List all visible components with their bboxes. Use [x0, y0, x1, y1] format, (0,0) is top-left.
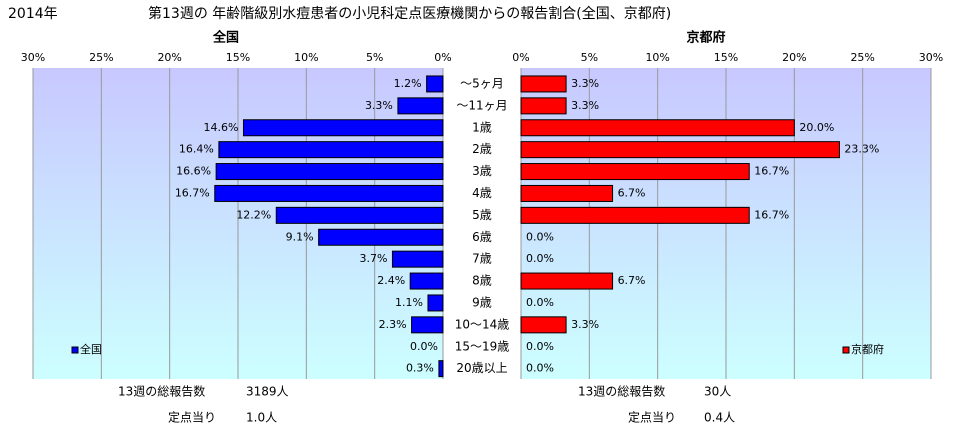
data-label: 16.7% — [754, 208, 789, 221]
category-label: 4歳 — [472, 186, 492, 200]
bar — [520, 272, 614, 290]
footer-label: 定点当り — [168, 410, 216, 425]
x-tick-label: 25% — [89, 51, 113, 64]
data-label: 3.3% — [365, 99, 393, 112]
bar — [397, 97, 444, 115]
category-label: 1歳 — [472, 120, 492, 134]
data-label: 12.2% — [236, 208, 271, 221]
x-tick-label: 15% — [714, 51, 738, 64]
year: 2014年 — [8, 6, 58, 22]
data-label: 3.3% — [571, 318, 599, 331]
category-label: 8歳 — [472, 274, 492, 288]
bar — [438, 360, 444, 378]
bar — [520, 97, 567, 115]
category-label: ～5ヶ月 — [460, 76, 504, 90]
data-label: 20.0% — [799, 121, 834, 134]
x-tick-label: 20% — [782, 51, 806, 64]
data-label: 0.0% — [526, 362, 554, 375]
category-label: 10～14歳 — [455, 317, 510, 331]
bar — [520, 75, 567, 93]
data-label: 0.0% — [410, 340, 438, 353]
bar — [520, 316, 567, 334]
bar — [520, 163, 750, 181]
bar — [520, 184, 614, 202]
chart-title: 第13週の 年齢階級別水痘患者の小児科定点医療機関からの報告割合(全国、京都府) — [148, 5, 671, 22]
data-label: 0.0% — [526, 230, 554, 243]
data-label: 23.3% — [844, 143, 879, 156]
data-label: 0.0% — [526, 296, 554, 309]
footer-value: 3189人 — [246, 385, 289, 399]
bar — [426, 75, 444, 93]
footer-value: 0.4人 — [704, 411, 735, 425]
data-label: 3.3% — [571, 99, 599, 112]
category-label: 2歳 — [472, 142, 492, 156]
bar — [215, 163, 444, 181]
bar — [218, 141, 444, 159]
legend-label: 全国 — [80, 342, 102, 356]
data-label: 1.2% — [394, 77, 422, 90]
category-label: 5歳 — [472, 208, 492, 222]
data-label: 3.7% — [359, 252, 387, 265]
panel-title: 京都府 — [686, 30, 725, 46]
bar — [318, 228, 444, 246]
bar — [275, 206, 444, 224]
bar — [214, 184, 444, 202]
data-label: 6.7% — [618, 274, 646, 287]
category-label: 7歳 — [472, 252, 492, 266]
category-label: 20歳以上 — [456, 361, 507, 375]
footer-label: 13週の総報告数 — [578, 384, 665, 399]
footer-label: 13週の総報告数 — [118, 384, 205, 399]
bar — [242, 119, 444, 137]
data-label: 2.4% — [377, 274, 405, 287]
bar — [409, 272, 444, 290]
x-tick-label: 25% — [850, 51, 874, 64]
bar — [520, 119, 795, 137]
bar — [391, 250, 444, 268]
data-label: 0.0% — [526, 252, 554, 265]
x-tick-label: 30% — [919, 51, 943, 64]
data-label: 1.1% — [395, 296, 423, 309]
data-label: 9.1% — [286, 230, 314, 243]
bar — [520, 141, 840, 159]
data-label: 16.7% — [754, 165, 789, 178]
data-label: 16.7% — [175, 186, 210, 199]
data-label: 16.6% — [176, 165, 211, 178]
data-label: 14.6% — [204, 121, 239, 134]
data-label: 16.4% — [179, 143, 214, 156]
x-tick-label: 15% — [226, 51, 250, 64]
data-label: 0.0% — [526, 340, 554, 353]
data-label: 3.3% — [571, 77, 599, 90]
x-tick-label: 5% — [581, 51, 598, 64]
x-tick-label: 20% — [157, 51, 181, 64]
data-label: 2.3% — [379, 318, 407, 331]
x-tick-label: 10% — [294, 51, 318, 64]
category-label: 3歳 — [472, 164, 492, 178]
x-tick-label: 0% — [434, 51, 451, 64]
legend-swatch — [71, 346, 79, 354]
bar — [411, 316, 444, 334]
x-tick-label: 5% — [366, 51, 383, 64]
panel-title: 全国 — [212, 30, 239, 46]
category-label: 15～19歳 — [455, 339, 510, 353]
legend-label: 京都府 — [851, 342, 884, 356]
footer-label: 定点当り — [628, 410, 676, 425]
bar — [520, 206, 750, 224]
bar — [427, 294, 444, 312]
category-label: 9歳 — [472, 295, 492, 309]
category-label: 6歳 — [472, 230, 492, 244]
footer-value: 30人 — [704, 385, 731, 399]
legend-swatch — [842, 346, 850, 354]
x-tick-label: 10% — [645, 51, 669, 64]
x-tick-label: 0% — [512, 51, 529, 64]
category-label: ～11ヶ月 — [456, 98, 507, 112]
data-label: 0.3% — [406, 362, 434, 375]
footer-value: 1.0人 — [246, 411, 277, 425]
data-label: 6.7% — [618, 186, 646, 199]
x-tick-label: 30% — [21, 51, 45, 64]
